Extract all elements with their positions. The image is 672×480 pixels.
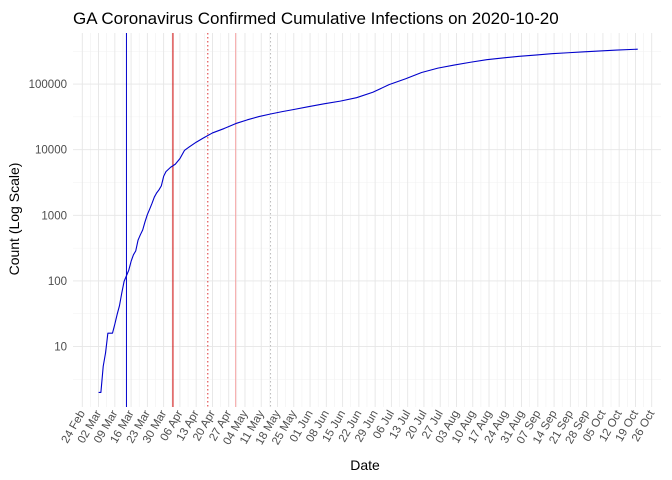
chart-title: GA Coronavirus Confirmed Cumulative Infe… bbox=[73, 9, 559, 28]
x-axis-label: Date bbox=[350, 457, 380, 473]
y-axis-ticks: 10 100 1000 10000 100000 bbox=[29, 79, 67, 354]
y-axis-label: Count (Log Scale) bbox=[6, 163, 22, 276]
y-tick-label: 10 bbox=[54, 342, 67, 354]
y-tick-label: 100 bbox=[48, 276, 67, 288]
y-tick-label: 10000 bbox=[35, 145, 67, 157]
reference-lines bbox=[125, 33, 272, 407]
y-tick-label: 100000 bbox=[29, 79, 67, 91]
series-line-1 bbox=[98, 48, 638, 393]
series-lines bbox=[98, 48, 638, 393]
y-tick-label: 1000 bbox=[41, 210, 67, 222]
grid bbox=[73, 33, 661, 407]
